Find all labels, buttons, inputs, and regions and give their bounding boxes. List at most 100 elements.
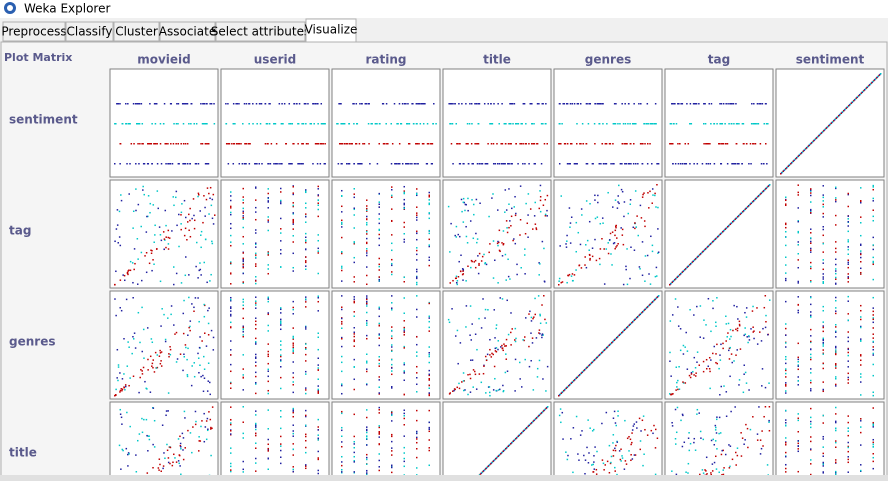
point bbox=[230, 381, 232, 384]
point bbox=[341, 265, 343, 268]
point bbox=[847, 441, 849, 444]
point bbox=[536, 143, 538, 145]
point bbox=[200, 143, 202, 145]
point bbox=[699, 305, 702, 307]
point bbox=[872, 443, 874, 446]
point bbox=[546, 143, 548, 145]
point bbox=[619, 458, 622, 461]
point bbox=[530, 316, 533, 319]
point bbox=[378, 228, 380, 231]
point bbox=[833, 119, 836, 121]
tab-label[interactable]: Cluster bbox=[115, 25, 158, 39]
point bbox=[797, 358, 799, 361]
point bbox=[341, 189, 343, 192]
point bbox=[487, 103, 489, 105]
point bbox=[200, 274, 202, 276]
point bbox=[278, 103, 281, 105]
tab-label[interactable]: Classify bbox=[66, 25, 112, 39]
point bbox=[515, 212, 517, 215]
point bbox=[128, 269, 130, 271]
point bbox=[128, 384, 130, 387]
point bbox=[483, 365, 485, 367]
point bbox=[305, 451, 307, 454]
point bbox=[835, 441, 837, 444]
point bbox=[822, 200, 824, 202]
point bbox=[416, 277, 418, 280]
point bbox=[542, 103, 544, 105]
point bbox=[474, 333, 477, 336]
point bbox=[361, 103, 363, 105]
point bbox=[677, 325, 680, 327]
tab[interactable] bbox=[65, 21, 114, 42]
point bbox=[860, 373, 862, 375]
point bbox=[499, 453, 501, 456]
point bbox=[522, 103, 525, 105]
point bbox=[502, 163, 504, 165]
point bbox=[871, 81, 874, 83]
point bbox=[135, 188, 137, 190]
point bbox=[230, 191, 232, 193]
tab[interactable] bbox=[159, 21, 216, 42]
point bbox=[643, 453, 645, 456]
point bbox=[317, 437, 319, 440]
point bbox=[860, 431, 862, 434]
tab-label[interactable]: Visualize bbox=[305, 23, 358, 37]
point bbox=[759, 331, 761, 333]
point bbox=[629, 199, 632, 201]
point bbox=[378, 315, 380, 318]
point bbox=[197, 277, 199, 279]
point bbox=[255, 343, 257, 345]
point bbox=[484, 468, 487, 470]
point bbox=[428, 229, 430, 232]
point bbox=[195, 265, 197, 268]
point bbox=[588, 220, 591, 223]
point bbox=[682, 353, 685, 355]
point bbox=[872, 426, 874, 428]
point bbox=[744, 208, 747, 210]
tab-label[interactable]: Preprocess bbox=[1, 25, 66, 39]
tab[interactable] bbox=[215, 21, 306, 42]
point bbox=[159, 234, 162, 236]
point bbox=[737, 318, 739, 320]
point bbox=[606, 460, 609, 463]
point bbox=[116, 348, 119, 351]
point bbox=[736, 123, 738, 125]
point bbox=[255, 206, 257, 209]
point bbox=[653, 123, 655, 125]
point bbox=[579, 373, 581, 376]
point bbox=[292, 424, 294, 426]
point bbox=[197, 357, 200, 359]
point bbox=[203, 377, 206, 379]
point bbox=[183, 355, 186, 358]
tab-label[interactable]: Associate bbox=[159, 25, 216, 39]
point bbox=[471, 123, 473, 125]
point bbox=[136, 439, 139, 442]
tab-label[interactable]: Select attributes bbox=[211, 25, 310, 39]
point bbox=[822, 259, 824, 261]
point bbox=[182, 437, 185, 439]
tab[interactable] bbox=[2, 21, 66, 42]
tab[interactable] bbox=[113, 21, 160, 42]
point bbox=[191, 365, 193, 367]
point bbox=[632, 123, 635, 125]
point bbox=[208, 411, 210, 413]
point bbox=[212, 223, 215, 225]
point bbox=[722, 230, 725, 232]
point bbox=[872, 256, 874, 259]
point bbox=[280, 191, 282, 193]
point bbox=[428, 320, 430, 323]
point bbox=[558, 277, 561, 280]
point bbox=[720, 232, 722, 235]
point bbox=[822, 471, 824, 473]
point bbox=[182, 312, 185, 315]
point bbox=[641, 143, 643, 145]
point bbox=[129, 163, 131, 165]
point bbox=[725, 315, 727, 318]
point bbox=[742, 123, 745, 125]
point bbox=[652, 194, 654, 196]
point bbox=[593, 359, 595, 362]
tab[interactable] bbox=[305, 18, 357, 43]
point bbox=[459, 163, 462, 165]
point bbox=[502, 389, 505, 392]
point bbox=[612, 242, 615, 245]
